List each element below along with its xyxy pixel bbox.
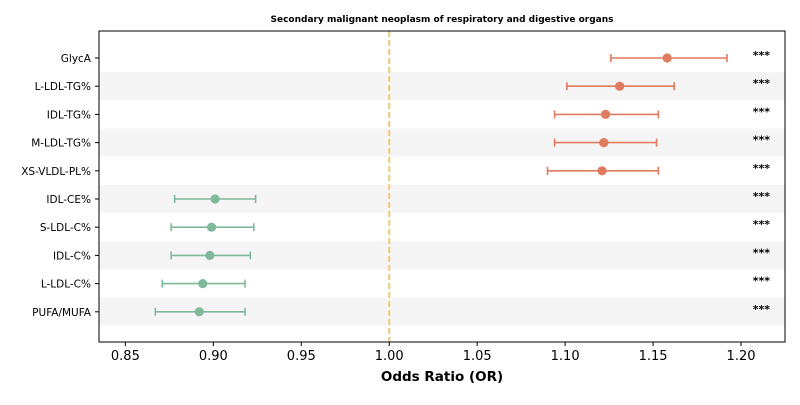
significance-label: *** [753,303,771,316]
x-tick-label: 1.10 [551,349,580,364]
y-tick-label: PUFA/MUFA [32,307,92,319]
y-tick-label: XS-VLDL-PL% [21,166,91,178]
significance-label: *** [753,134,771,147]
x-tick-label: 1.15 [639,349,668,364]
odds-ratio-point [198,279,208,289]
odds-ratio-point [210,194,220,204]
x-tick-label: 0.90 [199,349,228,364]
significance-label: *** [753,190,771,203]
y-tick-label: M-LDL-TG% [31,138,91,150]
odds-ratio-point [615,81,625,91]
significance-label: *** [753,275,771,288]
x-tick-label: 1.05 [463,349,492,364]
x-axis-label: Odds Ratio (OR) [381,369,503,385]
y-tick-label: GlycA [61,53,92,65]
significance-label: *** [753,105,771,118]
odds-ratio-point [599,138,609,148]
odds-ratio-point [205,250,215,260]
x-tick-label: 0.85 [111,349,140,364]
odds-ratio-point [597,166,607,176]
y-tick-label: L-LDL-C% [41,279,91,291]
significance-labels: *** *** *** *** *** *** *** *** *** *** [753,49,771,316]
row-band [99,128,785,157]
data-marks [154,53,728,317]
significance-label: *** [753,49,771,62]
y-tick-label: IDL-CE% [46,194,91,206]
y-tick-label: IDL-TG% [47,109,91,121]
x-tick-label: 0.95 [287,349,316,364]
x-tick-label: 1.00 [375,349,404,364]
chart-title: Secondary malignant neoplasm of respirat… [271,15,614,25]
x-axis: 0.85 0.90 0.95 1.00 1.05 1.10 1.15 1.20 [111,342,756,364]
row-band [99,72,785,101]
significance-label: *** [753,162,771,175]
x-tick-label: 1.20 [727,349,756,364]
y-tick-labels: GlycA L-LDL-TG% IDL-TG% M-LDL-TG% XS-VLDL-PL… [21,53,99,319]
y-tick-label: IDL-C% [53,250,91,262]
plot-frame [98,30,786,343]
significance-label: *** [753,218,771,231]
significance-label: *** [753,77,771,90]
significance-label: *** [753,246,771,259]
odds-ratio-point [206,222,217,232]
odds-ratio-point [662,53,672,63]
odds-ratio-point [600,109,611,119]
y-tick-label: S-LDL-C% [40,222,91,234]
odds-ratio-point [194,307,204,317]
y-tick-label: L-LDL-TG% [35,81,91,93]
